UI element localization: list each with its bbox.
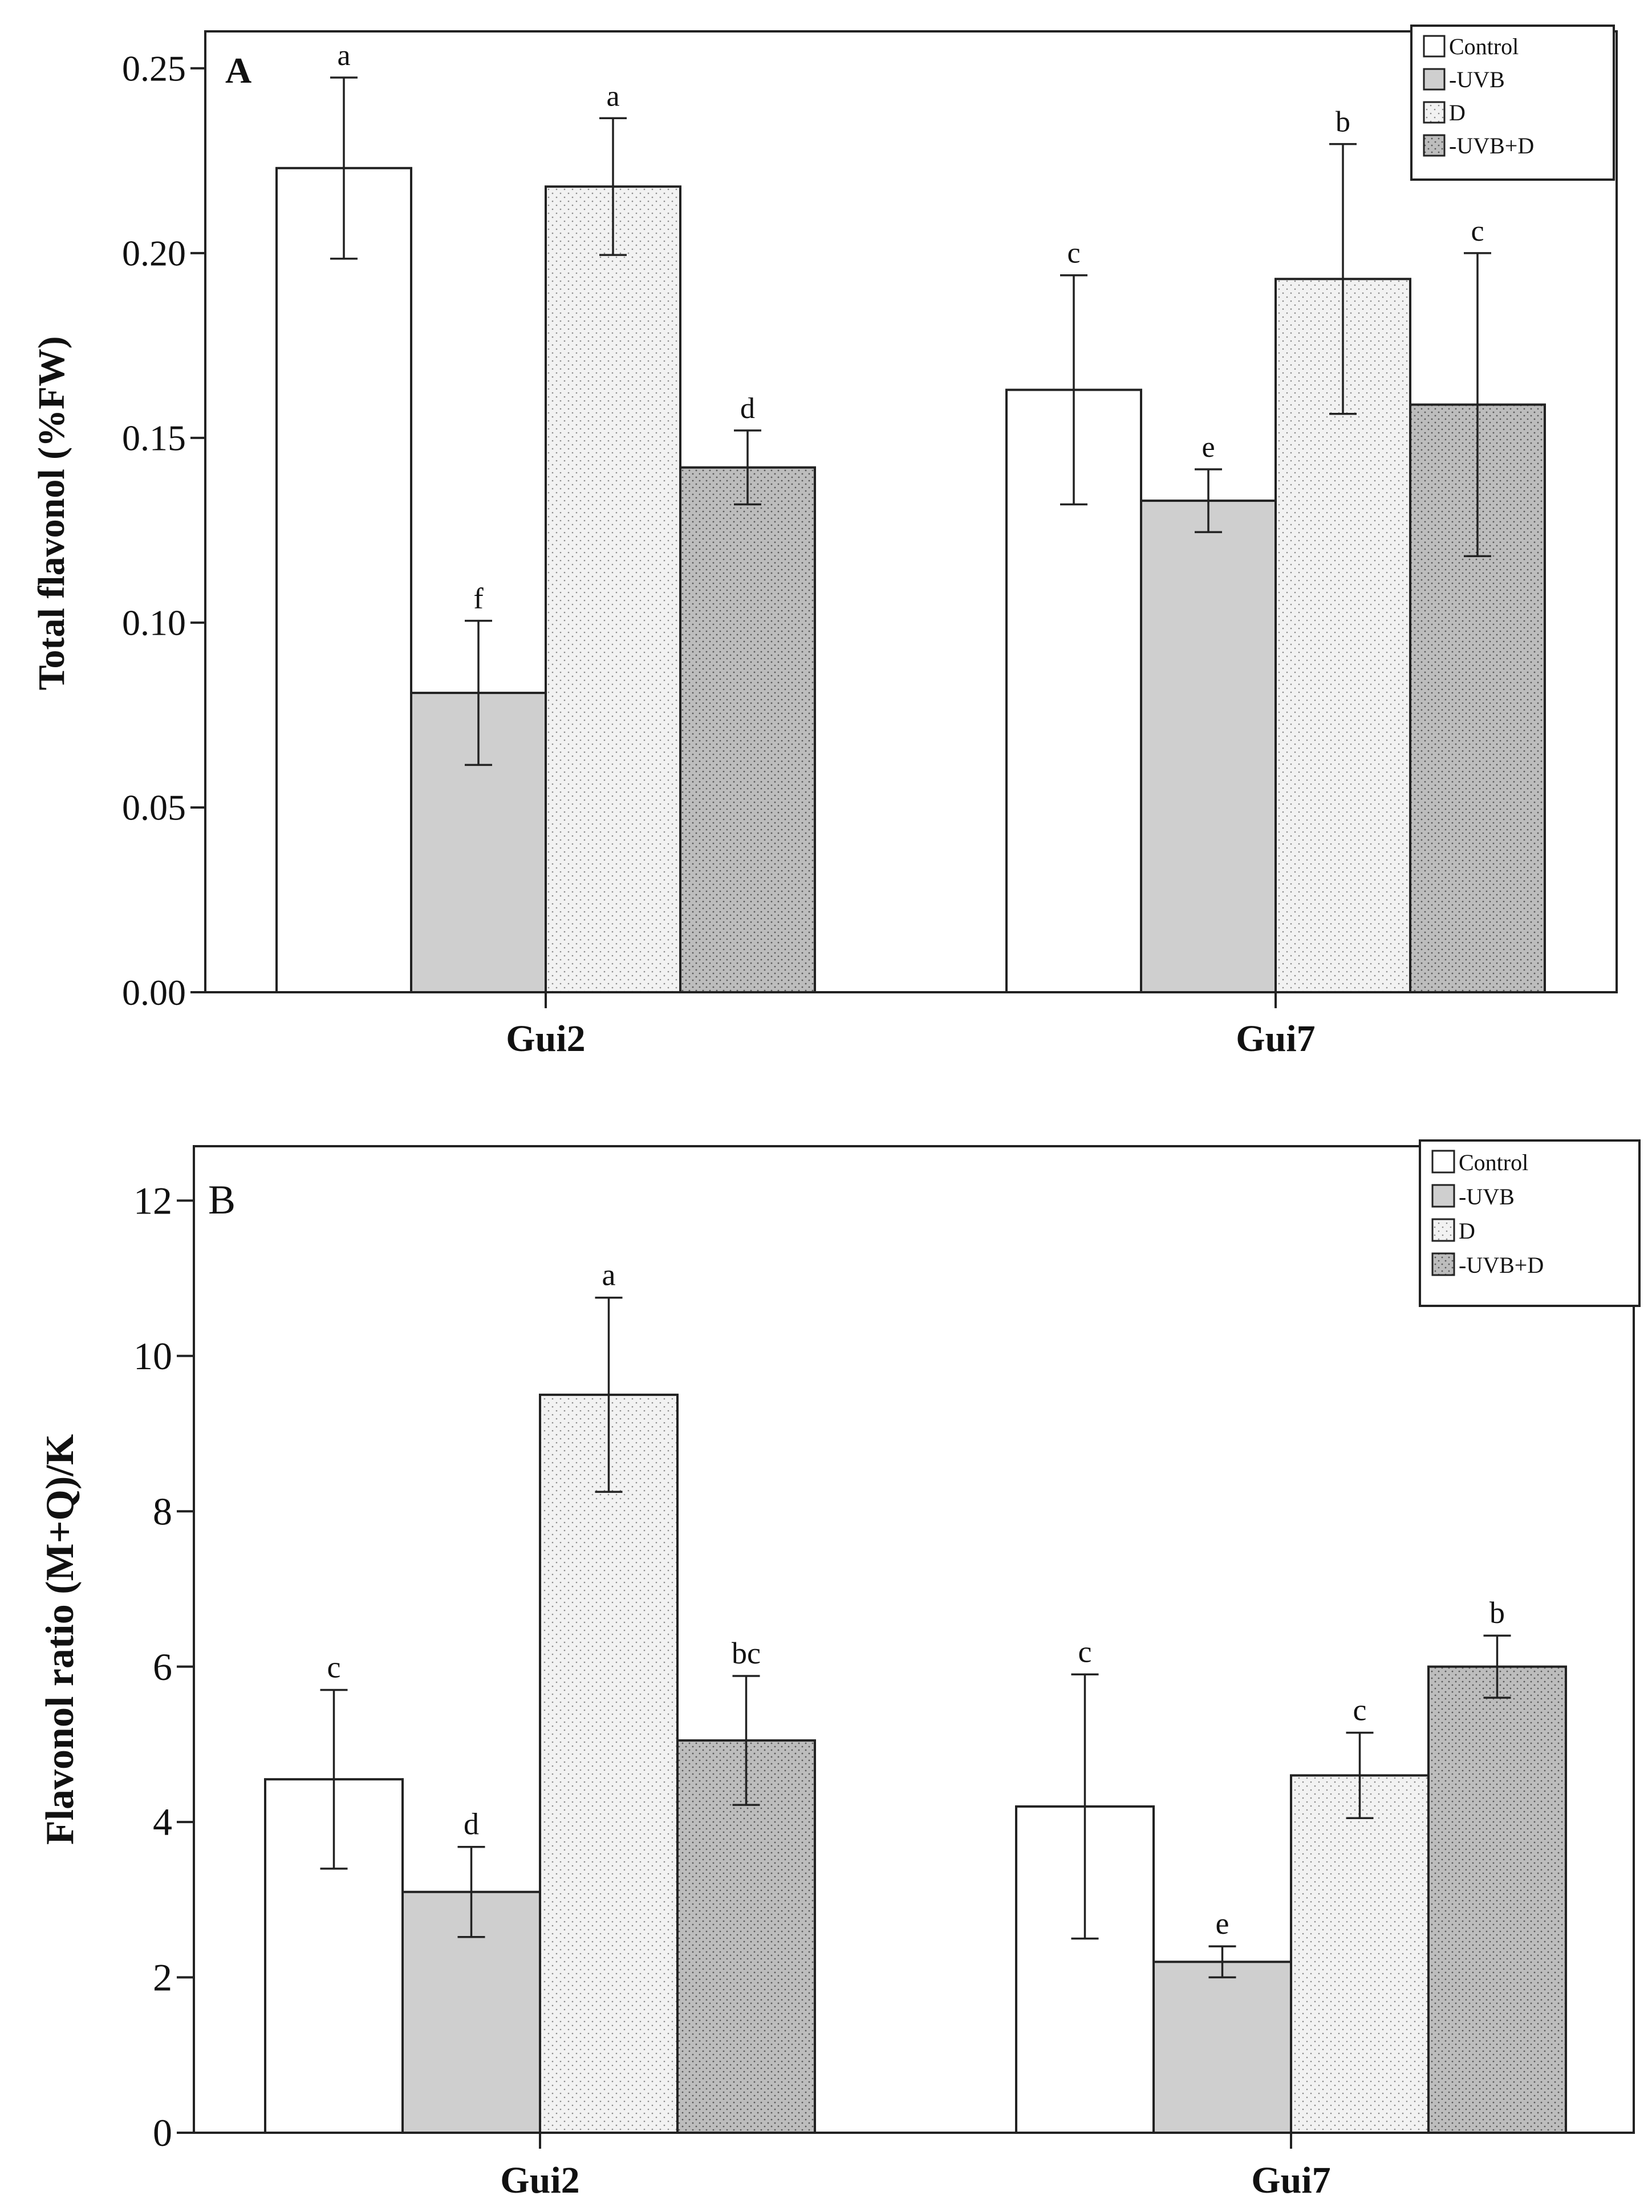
ytick-label: 0.20 [122,233,186,274]
bar-gui2-d [539,1393,679,2134]
error-bar [1483,1634,1511,1699]
panel-a-ylabel: Total flavonol (%FW) [31,336,72,691]
ytick-label: 0.25 [122,48,186,89]
panel-b-legend: Control -UVB D -UVB+D [1419,1139,1641,1307]
bar-gui2-control [275,167,412,993]
panel-a-frame [204,30,1618,993]
significance-letter: c [1067,237,1080,270]
ytick-label: 4 [153,1800,172,1844]
ytick-label: 10 [133,1334,172,1378]
panel-a-bars: a f a d c e b c [275,39,1546,994]
panel-b-bars: c d a bc c e c b [264,1258,1567,2134]
legend-swatch [1431,1252,1455,1276]
panel-b-xticks: Gui2 Gui7 [500,2118,1331,2201]
bar-gui2-uvbd [679,466,816,993]
significance-letter: f [473,583,484,615]
significance-letter: a [602,1258,616,1292]
significance-letter: c [327,1650,341,1685]
legend-label: -UVB [1449,67,1505,92]
error-bar [1464,252,1491,558]
error-bar [1060,274,1087,506]
legend-swatch [1423,134,1446,157]
error-bar [1071,1673,1099,1940]
significance-letter: a [606,80,619,112]
significance-letter: b [1489,1596,1505,1630]
category-label: Gui2 [506,1018,585,1060]
significance-letter: a [337,39,350,72]
significance-letter: c [1471,215,1484,247]
category-label: Gui7 [1251,2160,1330,2201]
panel-b-label: B [208,1177,236,1223]
ytick-label: 0.05 [122,788,186,828]
legend-label: -UVB [1459,1184,1515,1210]
panel-a-legend: Control -UVB D -UVB+D [1410,25,1615,181]
significance-letter: e [1202,431,1215,464]
bar-gui7-uvbd [1427,1665,1567,2134]
legend-swatch [1423,35,1446,58]
error-bar [457,1845,485,1938]
panel-b-ylabel: Flavonol ratio (M+Q)/K [38,1434,82,1845]
error-bar [1329,143,1357,415]
error-bar [599,117,627,256]
legend-label: -UVB+D [1449,133,1534,159]
error-bar [1346,1731,1374,1820]
error-bar [1208,1945,1236,1979]
category-label: Gui7 [1236,1018,1315,1060]
ytick-label: 12 [133,1179,172,1222]
significance-letter: bc [732,1636,761,1670]
error-bar [732,1675,760,1806]
ytick-label: 6 [153,1645,172,1689]
error-bar [1195,468,1222,533]
ytick-label: 0.15 [122,418,186,458]
error-bar [595,1296,623,1493]
error-bar [734,429,761,506]
legend-label: D [1449,100,1466,125]
ytick-label: 2 [153,1956,172,1999]
significance-letter: c [1078,1634,1092,1669]
error-bar [330,76,358,260]
legend-label: D [1459,1218,1475,1244]
panel-a: A Total flavonol (%FW) 0.000.050.100.150… [31,25,1618,1060]
legend-swatch [1431,1218,1455,1242]
panel-b-yticks: 0 2 4 6 8 10 12 [133,1179,194,2154]
bar-gui2-d [545,185,681,994]
significance-letter: d [464,1807,479,1841]
panel-a-xticks: Gui2 Gui7 [506,977,1316,1060]
legend-swatch [1431,1150,1455,1174]
legend-label: Control [1449,34,1519,59]
legend-swatch [1431,1184,1455,1208]
bar-gui7-uvb [1152,1961,1292,2134]
panel-b-frame [193,1145,1635,2134]
error-bar [465,619,492,766]
legend-label: Control [1459,1150,1528,1175]
bar-gui7-d [1290,1774,1430,2134]
panel-a-yticks: 0.00 0.05 0.10 0.15 0.20 0.25 [122,48,205,1013]
bar-gui7-uvb [1140,500,1277,993]
legend-box [1419,1139,1641,1307]
error-bar [320,1689,348,1870]
panel-a-label: A [225,50,251,91]
ytick-label: 0.10 [122,603,186,643]
legend-label: -UVB+D [1459,1252,1544,1278]
ytick-label: 8 [153,1489,172,1533]
significance-letter: c [1353,1693,1367,1727]
significance-letter: b [1336,106,1350,139]
legend-swatch [1423,101,1446,124]
legend-swatch [1423,68,1446,91]
significance-letter: d [740,392,755,425]
category-label: Gui2 [500,2160,579,2201]
significance-letter: e [1216,1906,1229,1941]
ytick-label: 0 [153,2111,172,2154]
ytick-label: 0.00 [122,972,186,1013]
